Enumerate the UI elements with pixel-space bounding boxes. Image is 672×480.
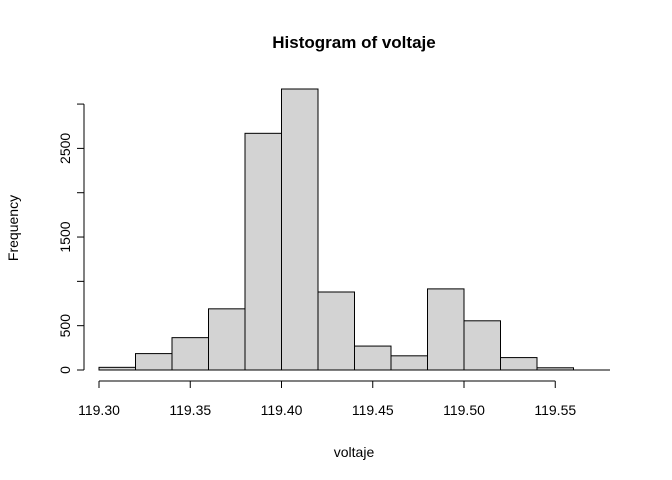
x-tick-label: 119.35 (169, 402, 211, 418)
x-tick-label: 119.30 (78, 402, 120, 418)
y-tick-label: 1500 (57, 221, 73, 252)
histogram-bar (281, 88, 319, 371)
histogram-bar (500, 357, 538, 371)
x-tick-label: 119.45 (352, 402, 394, 418)
y-tick-label: 2500 (57, 133, 73, 164)
x-axis-label: voltaje (334, 444, 375, 460)
histogram-bar (536, 367, 574, 371)
histogram-bar (317, 291, 355, 371)
histogram-bar (354, 345, 392, 371)
x-tick-label: 119.55 (534, 402, 576, 418)
x-tick-label: 119.50 (443, 402, 485, 418)
histogram-bar (208, 308, 246, 371)
x-axis: 119.30 119.35 119.40 119.45 119.50 119.55 (78, 380, 576, 418)
bars-group (98, 88, 610, 371)
histogram-bar (98, 366, 136, 371)
histogram-bar (171, 337, 209, 371)
y-axis-label: Frequency (5, 195, 21, 261)
x-tick-label: 119.40 (261, 402, 303, 418)
histogram-bar (463, 320, 501, 371)
histogram-bar (244, 132, 282, 371)
y-axis: 0 500 1500 2500 (57, 103, 85, 374)
histogram-bar (390, 355, 428, 371)
histogram-bar (135, 353, 173, 371)
y-tick-label: 0 (57, 366, 73, 374)
y-tick-label: 500 (57, 314, 73, 338)
histogram-bar (427, 288, 465, 371)
chart-title: Histogram of voltaje (272, 33, 435, 52)
